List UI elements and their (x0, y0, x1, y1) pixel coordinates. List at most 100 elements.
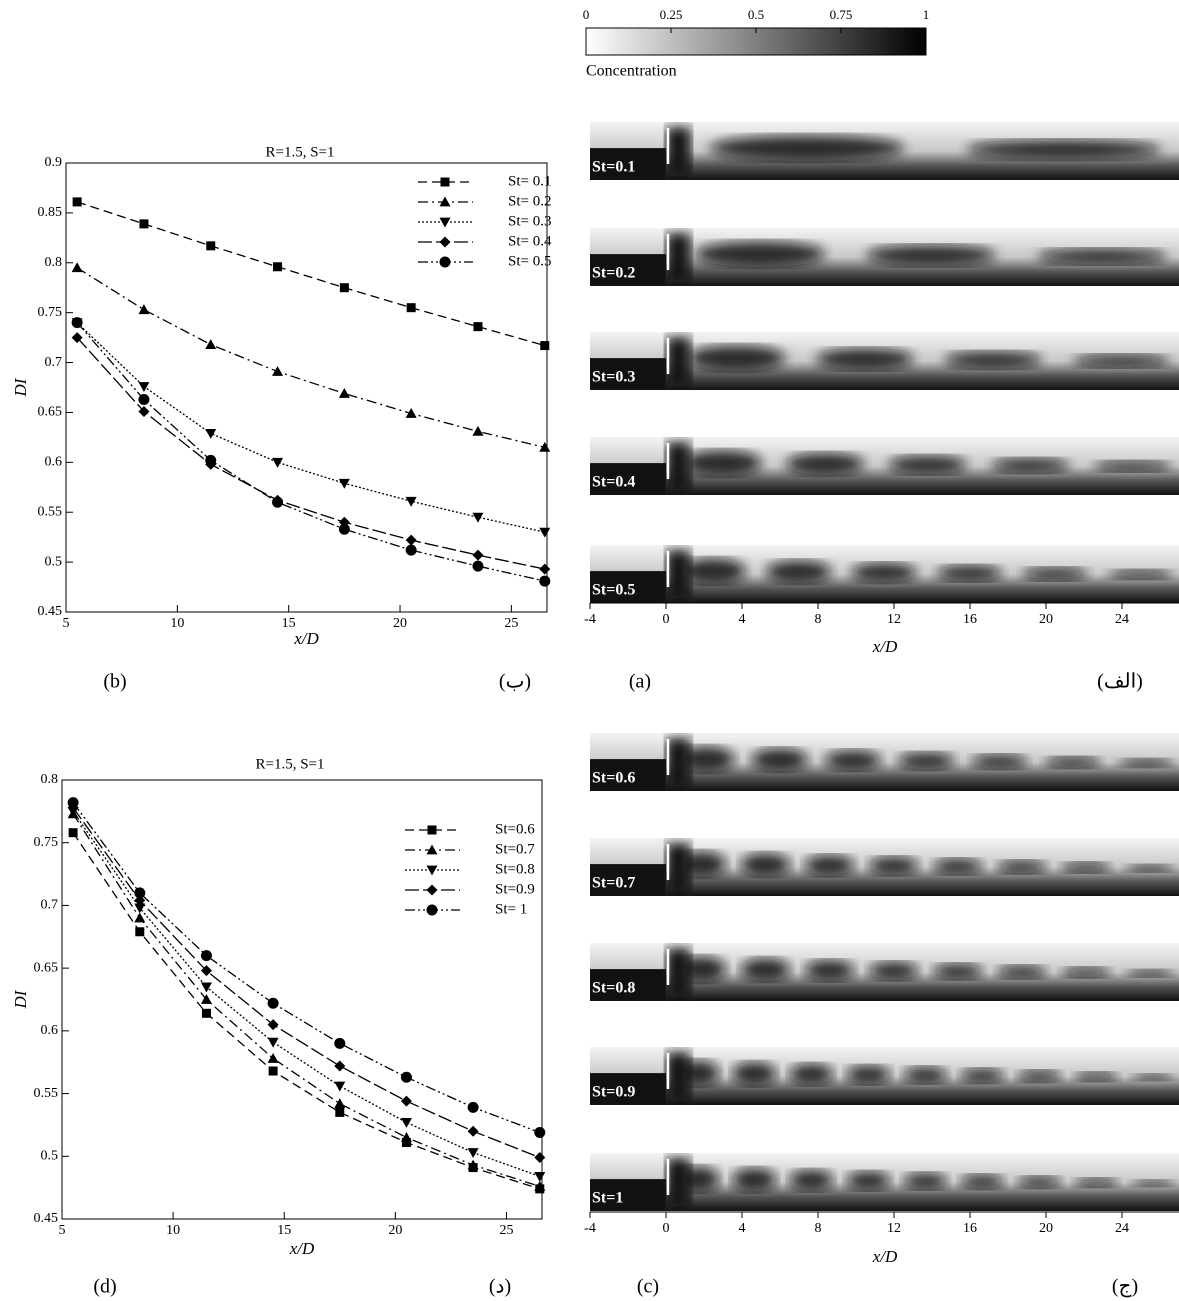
marker (71, 332, 83, 344)
marker (467, 1125, 479, 1137)
y-tick-label: 0.75 (34, 835, 59, 850)
legend-label: St= 1 (495, 901, 527, 917)
vortex (1108, 569, 1174, 580)
x-tick-label: 24 (1115, 612, 1129, 627)
inlet (590, 759, 666, 791)
marker (267, 997, 279, 1009)
marker (267, 1019, 279, 1031)
near-wake (666, 337, 691, 390)
strip-label: St=1 (592, 1190, 623, 1207)
marker (67, 797, 79, 809)
vortex (888, 455, 967, 474)
inlet (590, 1179, 666, 1211)
panel-caption: (c) (637, 1276, 659, 1298)
vortex (1074, 1072, 1119, 1082)
strip-content (590, 545, 1179, 603)
vortex (960, 1174, 1005, 1189)
marker (534, 1152, 546, 1164)
colorbar-tick-label: 0 (583, 7, 590, 22)
vortex (695, 241, 826, 267)
marker (539, 441, 551, 452)
inlet (590, 358, 666, 390)
marker (68, 828, 78, 838)
marker (473, 322, 483, 332)
vortex (851, 562, 917, 583)
marker (138, 393, 150, 405)
marker (71, 262, 83, 273)
marker (472, 560, 484, 572)
colorbar-tick-label: 1 (923, 7, 930, 22)
panel-caption: (a) (629, 671, 651, 693)
y-tick-label: 0.6 (45, 455, 63, 470)
marker (534, 1171, 546, 1182)
x-tick-label: 16 (963, 612, 977, 627)
vortex (866, 245, 997, 266)
marker (134, 894, 146, 906)
vortex (1061, 967, 1111, 978)
inlet (590, 969, 666, 1001)
marker (272, 457, 284, 468)
marker (440, 177, 450, 187)
legend-label: St=0.8 (495, 861, 535, 877)
y-tick-label: 0.65 (38, 405, 63, 420)
legend-label: St= 0.4 (508, 233, 552, 249)
legend-label: St=0.7 (495, 841, 535, 857)
vortex (997, 965, 1047, 979)
strip-content (590, 437, 1179, 495)
marker (201, 1008, 211, 1018)
vortex (933, 963, 983, 980)
x-tick-label: 15 (277, 1223, 291, 1238)
x-axis-label: x/D (872, 637, 898, 656)
y-tick-label: 0.85 (38, 205, 63, 220)
vortex (869, 856, 919, 875)
marker (467, 1159, 479, 1170)
x-tick-label: 5 (59, 1223, 66, 1238)
inlet (590, 254, 666, 286)
x-tick-label: 8 (815, 1221, 822, 1236)
marker (267, 1052, 279, 1063)
marker (534, 1180, 546, 1191)
marker (273, 262, 283, 272)
marker (334, 1098, 346, 1109)
marker (472, 549, 484, 561)
panel-caption: (د) (489, 1276, 511, 1298)
marker (539, 563, 551, 575)
marker (426, 884, 438, 896)
marker (426, 844, 438, 855)
marker (138, 405, 150, 417)
marker (200, 965, 212, 977)
marker (206, 241, 216, 251)
y-tick-label: 0.8 (45, 255, 63, 270)
vortex (789, 1063, 834, 1085)
vortex (709, 135, 905, 161)
marker (272, 496, 284, 508)
strip-label: St=0.9 (592, 1084, 635, 1101)
strip-label: St=0.5 (592, 582, 635, 599)
vortex (816, 348, 914, 370)
marker (427, 825, 437, 835)
near-wake (666, 127, 691, 180)
near-wake (666, 843, 691, 896)
legend-label: St= 0.3 (508, 213, 551, 229)
near-wake (666, 948, 691, 1001)
marker (200, 982, 212, 993)
strip-label: St=0.6 (592, 770, 635, 787)
marker (338, 387, 350, 398)
y-tick-label: 0.65 (34, 960, 59, 975)
vortex (732, 1168, 777, 1192)
strip-label: St=0.7 (592, 875, 635, 892)
y-axis-label: DI (11, 377, 30, 397)
plot-frame (65, 162, 548, 613)
marker (134, 887, 146, 899)
x-tick-label: 20 (393, 616, 407, 631)
y-axis-label: DI (11, 989, 30, 1009)
near-wake (666, 233, 691, 286)
strip-content (590, 838, 1179, 896)
marker (272, 366, 284, 376)
marker (134, 903, 146, 914)
inlet (590, 148, 666, 180)
marker (339, 283, 349, 293)
vortex (680, 558, 746, 584)
x-tick-label: 25 (499, 1223, 513, 1238)
marker (200, 994, 212, 1004)
